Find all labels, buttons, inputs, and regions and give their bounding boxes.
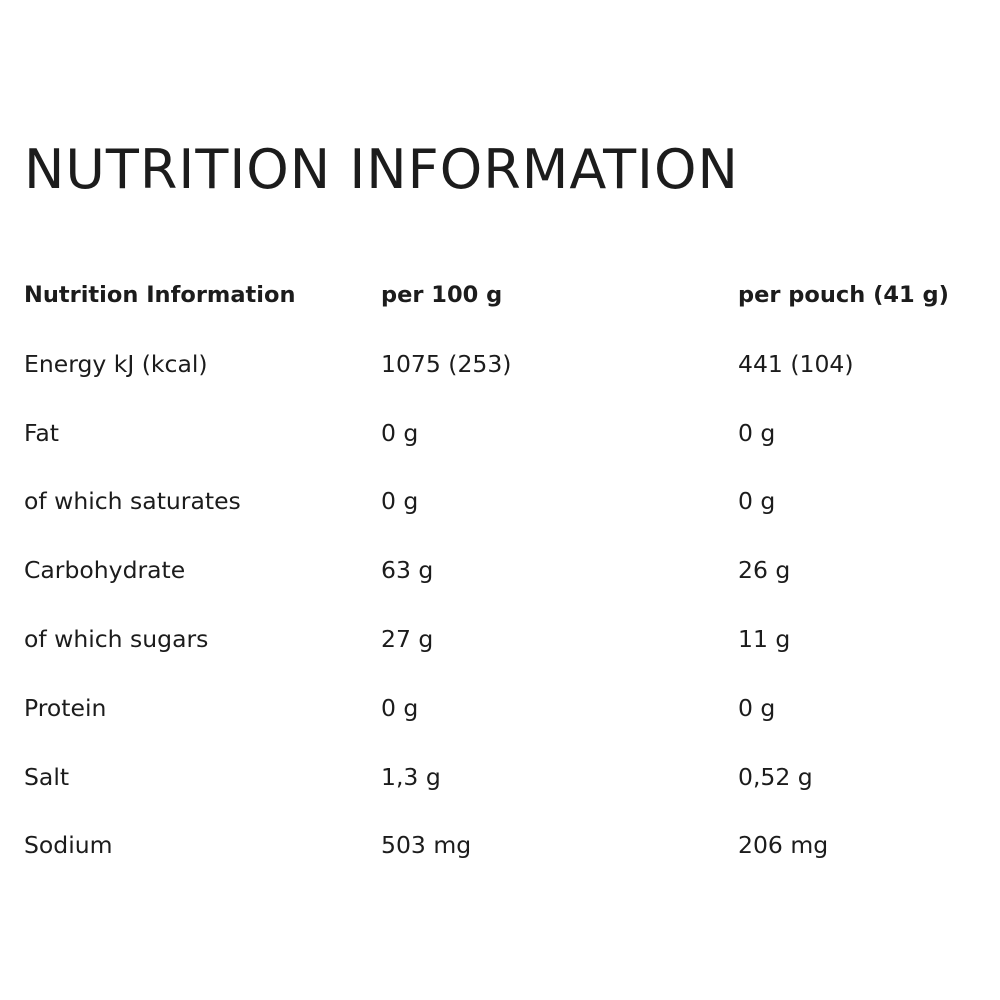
per-100g-value: 0 g [381,418,419,447]
table-row: Sodium 503 mg 206 mg [24,827,1000,896]
nutrient-name: Salt [24,762,70,791]
page-title: NUTRITION INFORMATION [24,138,739,201]
table-row: Energy kJ (kcal) 1075 (253) 441 (104) [24,346,1000,415]
table-row: Protein 0 g 0 g [24,690,1000,759]
per-100g-value: 0 g [381,487,419,516]
nutrient-name: of which sugars [24,624,209,653]
nutrient-name: Fat [24,418,59,447]
column-header-per-pouch: per pouch (41 g) [738,282,949,308]
per-pouch-value: 0 g [738,487,776,516]
nutrient-name: Protein [24,693,107,722]
nutrition-table: Nutrition Information per 100 g per pouc… [24,277,1000,896]
table-row: Fat 0 g 0 g [24,415,1000,484]
per-pouch-value: 0 g [738,693,776,722]
per-100g-value: 1075 (253) [381,349,512,378]
nutrient-name: of which saturates [24,487,241,516]
per-pouch-value: 26 g [738,556,791,585]
per-100g-value: 1,3 g [381,762,441,791]
nutrient-name: Carbohydrate [24,556,186,585]
per-100g-value: 27 g [381,624,434,653]
per-100g-value: 503 mg [381,831,472,860]
column-header-nutrient: Nutrition Information [24,282,296,308]
per-pouch-value: 11 g [738,624,791,653]
table-header-row: Nutrition Information per 100 g per pouc… [24,277,1000,346]
per-100g-value: 0 g [381,693,419,722]
per-pouch-value: 206 mg [738,831,829,860]
column-header-per-100g: per 100 g [381,282,503,308]
per-pouch-value: 0 g [738,418,776,447]
table-row: Carbohydrate 63 g 26 g [24,552,1000,621]
table-row: Salt 1,3 g 0,52 g [24,759,1000,828]
per-pouch-value: 0,52 g [738,762,813,791]
per-100g-value: 63 g [381,556,434,585]
table-row: of which sugars 27 g 11 g [24,621,1000,690]
table-row: of which saturates 0 g 0 g [24,483,1000,552]
per-pouch-value: 441 (104) [738,349,854,378]
nutrient-name: Sodium [24,831,113,860]
nutrient-name: Energy kJ (kcal) [24,349,208,378]
